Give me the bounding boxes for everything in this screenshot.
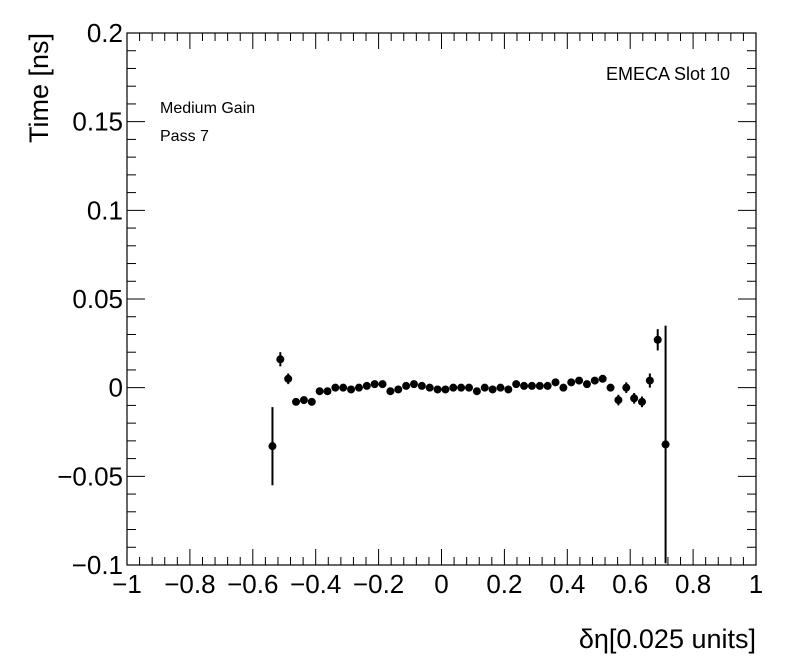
x-tick-label: −0.2 (353, 569, 404, 599)
data-point (362, 381, 371, 390)
data-point (637, 397, 646, 406)
data-point (543, 381, 552, 390)
x-tick-label: 0 (434, 569, 448, 599)
data-point (472, 387, 481, 396)
data-point (480, 383, 489, 392)
gain-label: Medium Gain (160, 100, 255, 117)
data-point (512, 380, 521, 389)
y-tick-label: 0.2 (87, 18, 123, 48)
x-tick-label: −0.6 (227, 569, 278, 599)
y-tick-label: 0.05 (72, 284, 123, 314)
data-point (441, 385, 450, 394)
data-point (402, 381, 411, 390)
data-point (276, 355, 285, 364)
data-point (354, 383, 363, 392)
y-tick-labels: −0.1 −0.05 0 0.05 0.1 0.15 0.2 (57, 18, 123, 580)
slot-label: EMECA Slot 10 (606, 64, 730, 84)
y-axis-title: Time [ns] (24, 33, 54, 143)
data-points (268, 335, 670, 451)
x-tick-label: 1 (749, 569, 763, 599)
data-point (433, 385, 442, 394)
data-point (630, 394, 639, 403)
data-point (590, 376, 599, 385)
data-point (425, 383, 434, 392)
data-point (465, 383, 474, 392)
x-tick-label: 0.8 (675, 569, 711, 599)
x-tick-label: 0.6 (612, 569, 648, 599)
data-point (457, 383, 466, 392)
data-point (527, 381, 536, 390)
x-tick-label: 0.2 (486, 569, 522, 599)
pass-label: Pass 7 (160, 128, 209, 145)
data-point (575, 376, 584, 385)
data-point (606, 383, 615, 392)
x-axis-title: δη[0.025 units] (579, 624, 756, 654)
x-tick-label: 0.4 (549, 569, 585, 599)
x-tick-label: −1 (112, 569, 142, 599)
x-tick-labels: −1 −0.8 −0.6 −0.4 −0.2 0 0.2 0.4 0.6 0.8 1 (112, 569, 763, 599)
data-point (331, 383, 340, 392)
data-point (622, 383, 631, 392)
data-point (339, 383, 348, 392)
y-tick-label: 0.15 (72, 107, 123, 137)
data-point (268, 442, 277, 451)
data-point (284, 374, 293, 383)
data-point (614, 396, 623, 405)
data-point (449, 383, 458, 392)
data-point (559, 383, 568, 392)
data-point (299, 396, 308, 405)
axis-ticks (126, 32, 757, 566)
data-point (347, 385, 356, 394)
data-point (315, 387, 324, 396)
data-point (661, 440, 670, 449)
data-point (520, 381, 529, 390)
data-point (645, 376, 654, 385)
data-point (323, 387, 332, 396)
data-point (417, 381, 426, 390)
data-point (551, 378, 560, 387)
y-tick-label: 0 (109, 373, 123, 403)
data-point (567, 378, 576, 387)
data-point (653, 335, 662, 344)
data-point (370, 380, 379, 389)
data-point (504, 385, 513, 394)
data-point (488, 385, 497, 394)
data-point (292, 397, 301, 406)
data-point (307, 397, 316, 406)
data-point (386, 387, 395, 396)
data-point (598, 374, 607, 383)
data-point (496, 383, 505, 392)
data-point (394, 385, 403, 394)
data-point (409, 380, 418, 389)
y-tick-label: −0.1 (72, 550, 123, 580)
y-tick-label: 0.1 (87, 195, 123, 225)
data-point (582, 380, 591, 389)
data-point (378, 380, 387, 389)
data-point (535, 381, 544, 390)
x-tick-label: −0.4 (290, 569, 341, 599)
y-tick-label: −0.05 (57, 461, 123, 491)
x-tick-label: −0.8 (164, 569, 215, 599)
